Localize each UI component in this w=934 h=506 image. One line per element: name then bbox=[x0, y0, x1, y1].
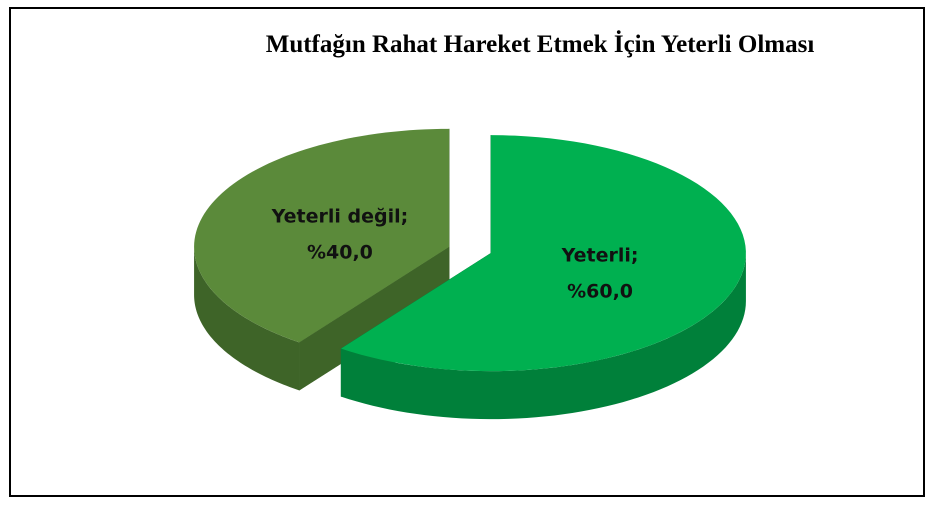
frame bbox=[9, 7, 925, 497]
category-name: Yeterli bbox=[561, 245, 631, 267]
label-separator: ; bbox=[631, 245, 639, 267]
slice: Yeterli değil; %40,0 bbox=[194, 128, 450, 391]
slice-side bbox=[341, 253, 746, 420]
slice-top bbox=[341, 135, 746, 372]
slice: Yeterli; %60,0 bbox=[340, 135, 746, 420]
data-label: Yeterli; %60,0 bbox=[561, 245, 639, 303]
pie: Yeterli değil; %40,0 Yeterli; %60,0 bbox=[194, 128, 746, 420]
label-separator: ; bbox=[401, 205, 409, 227]
value-label: %40,0 bbox=[307, 241, 373, 263]
slice-side bbox=[194, 246, 300, 391]
category-name: Yeterli değil bbox=[271, 205, 401, 227]
chart-title: Mutfağın Rahat Hareket Etmek İçin Yeterl… bbox=[266, 30, 815, 58]
value-label: %60,0 bbox=[567, 281, 633, 303]
data-label: Yeterli değil; %40,0 bbox=[271, 205, 409, 263]
slice-top bbox=[194, 128, 450, 343]
